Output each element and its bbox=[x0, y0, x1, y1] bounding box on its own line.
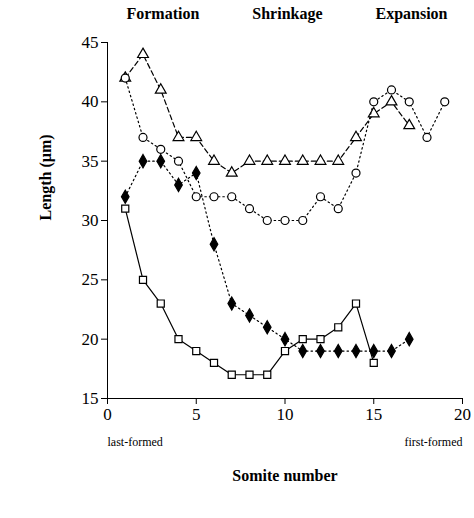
svg-text:25: 25 bbox=[82, 270, 99, 289]
svg-text:5: 5 bbox=[192, 405, 201, 424]
svg-text:last-formed: last-formed bbox=[108, 435, 163, 449]
svg-text:20: 20 bbox=[82, 330, 99, 349]
svg-text:15: 15 bbox=[365, 405, 382, 424]
svg-text:30: 30 bbox=[82, 211, 99, 230]
svg-text:0: 0 bbox=[103, 405, 112, 424]
svg-text:first-formed: first-formed bbox=[405, 435, 463, 449]
svg-text:20: 20 bbox=[454, 405, 471, 424]
svg-text:Length (µm): Length (µm) bbox=[37, 134, 55, 220]
svg-text:15: 15 bbox=[82, 389, 99, 408]
html-text:Shrinkage: Shrinkage bbox=[252, 5, 323, 22]
svg-text:Somite number: Somite number bbox=[232, 467, 337, 484]
svg-text:45: 45 bbox=[82, 33, 99, 52]
html-text:Formation: Formation bbox=[126, 5, 200, 22]
html-text:Expansion: Expansion bbox=[375, 5, 448, 22]
svg-text:40: 40 bbox=[82, 92, 99, 111]
svg-text:10: 10 bbox=[277, 405, 294, 424]
svg-text:35: 35 bbox=[82, 152, 99, 171]
